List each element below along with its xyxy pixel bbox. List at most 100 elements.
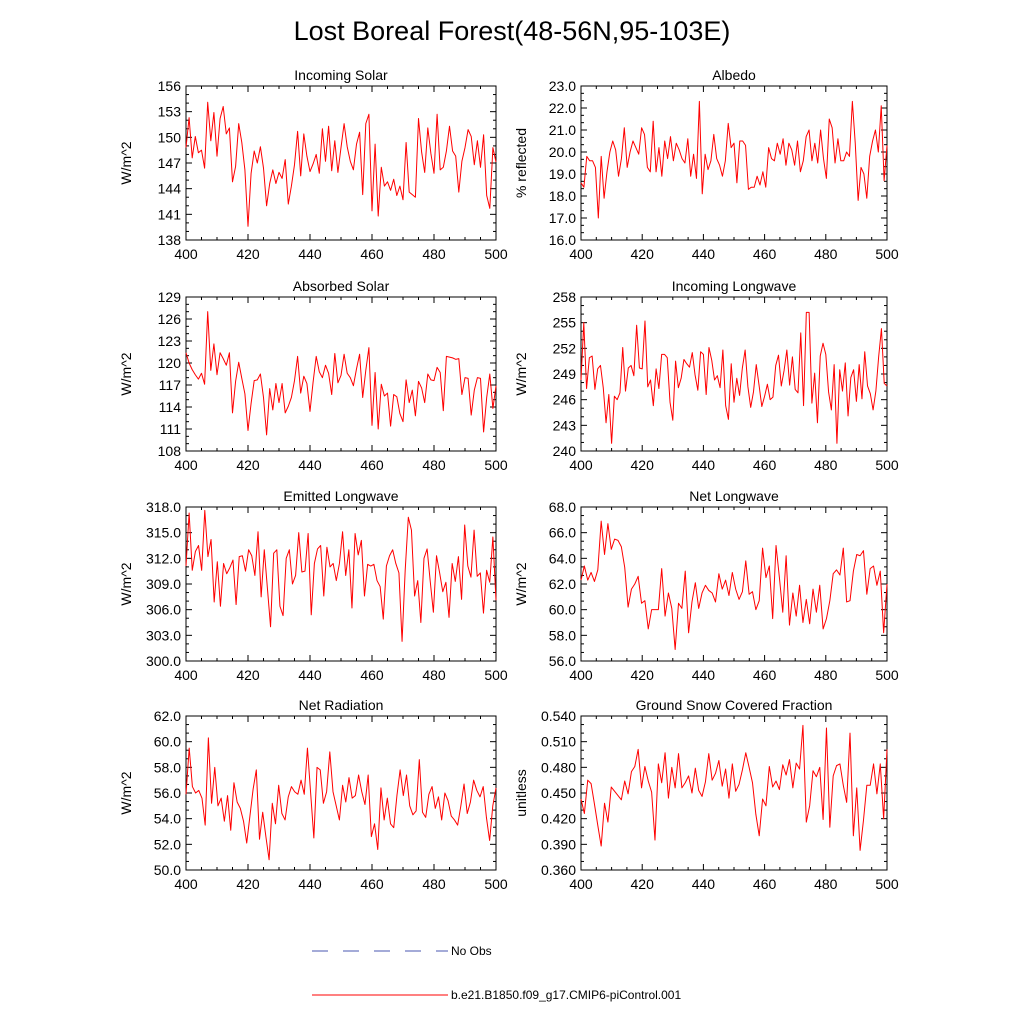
y-tick-label: 300.0: [146, 653, 181, 669]
x-tick-label: 440: [298, 457, 322, 473]
y-tick-label: 243: [553, 417, 577, 433]
x-tick-label: 480: [814, 667, 838, 683]
y-tick-label: 0.450: [541, 785, 576, 801]
y-tick-label: 246: [553, 392, 577, 408]
panel-1: Albedo % reflected 16.0 17.0 18.0 19.0 20.0 21.…: [513, 67, 899, 262]
y-tick-label: 141: [158, 206, 182, 222]
panel-4: Emitted Longwave W/m^2 300.0 303.0 306.0 309.…: [118, 488, 508, 683]
y-tick-label: 64.0: [549, 550, 576, 566]
y-axis-label: W/m^2: [118, 771, 134, 814]
x-tick-label: 400: [174, 876, 198, 892]
x-tick-label: 460: [360, 457, 384, 473]
x-tick-label: 420: [631, 246, 655, 262]
y-axis-label: % reflected: [513, 128, 529, 198]
legend-model-label: b.e21.B1850.f09_g17.CMIP6-piControl.001: [451, 988, 681, 1002]
x-tick-label: 440: [692, 876, 716, 892]
panel-title: Incoming Solar: [294, 67, 388, 83]
y-tick-label: 0.390: [541, 836, 576, 852]
y-tick-label: 114: [159, 399, 182, 415]
y-tick-label: 138: [158, 232, 182, 248]
panel-2: Absorbed Solar W/m^2 108 111 114 117 120 123 126…: [118, 278, 508, 473]
panel-3: Incoming Longwave W/m^2 240 243 246 249 252 255…: [513, 278, 899, 473]
y-tick-label: 249: [553, 366, 577, 382]
y-tick-label: 68.0: [549, 499, 576, 515]
panel-grid: Incoming Solar W/m^2 138 141 144 147 150 153 156…: [118, 67, 899, 892]
x-tick-label: 460: [360, 876, 384, 892]
y-tick-label: 309.0: [146, 576, 181, 592]
y-axis-label: W/m^2: [513, 352, 529, 395]
x-tick-label: 400: [569, 876, 593, 892]
x-tick-label: 460: [360, 246, 384, 262]
y-tick-label: 56.0: [154, 785, 181, 801]
series-line: [580, 100, 888, 219]
panel-6: Net Radiation W/m^2 50.0 52.0 54.0 56.0 58.0 60…: [118, 697, 508, 892]
y-tick-label: 0.540: [541, 708, 576, 724]
y-tick-label: 20.0: [549, 144, 576, 160]
x-tick-label: 420: [236, 876, 260, 892]
panel-title: Net Longwave: [689, 488, 779, 504]
panel-5: Net Longwave W/m^2 56.0 58.0 60.0 62.0 64.0 66.…: [513, 488, 899, 683]
x-tick-label: 480: [422, 246, 446, 262]
y-tick-label: 108: [158, 443, 182, 459]
y-tick-label: 56.0: [549, 653, 576, 669]
y-tick-label: 23.0: [549, 78, 576, 94]
y-tick-label: 17.0: [549, 210, 576, 226]
x-tick-label: 480: [814, 246, 838, 262]
x-tick-label: 480: [814, 876, 838, 892]
series-line: [185, 311, 497, 436]
y-tick-label: 0.510: [541, 734, 576, 750]
y-tick-label: 117: [159, 377, 182, 393]
x-tick-label: 500: [484, 876, 508, 892]
x-tick-label: 440: [692, 667, 716, 683]
x-tick-label: 420: [631, 876, 655, 892]
y-tick-label: 111: [160, 421, 181, 437]
panel-title: Albedo: [712, 67, 756, 83]
y-tick-label: 0.420: [541, 811, 576, 827]
x-tick-label: 460: [753, 876, 777, 892]
figure-title: Lost Boreal Forest(48-56N,95-103E): [294, 16, 731, 46]
y-tick-label: 16.0: [549, 232, 576, 248]
panel-title: Net Radiation: [299, 697, 384, 713]
y-axis-label: W/m^2: [513, 562, 529, 605]
x-tick-label: 440: [298, 246, 322, 262]
y-tick-label: 60.0: [154, 734, 181, 750]
panel-title: Emitted Longwave: [283, 488, 398, 504]
y-tick-label: 19.0: [549, 166, 576, 182]
y-tick-label: 62.0: [154, 708, 181, 724]
y-tick-label: 252: [553, 340, 577, 356]
y-tick-label: 58.0: [154, 759, 181, 775]
plot-frame: [580, 715, 888, 871]
x-tick-label: 480: [422, 667, 446, 683]
x-tick-label: 500: [875, 457, 899, 473]
y-axis-label: unitless: [513, 769, 529, 816]
y-tick-label: 315.0: [146, 525, 181, 541]
y-tick-label: 54.0: [154, 811, 181, 827]
plot-frame: [185, 715, 497, 871]
x-tick-label: 420: [236, 457, 260, 473]
panel-title: Absorbed Solar: [293, 278, 390, 294]
x-tick-label: 480: [422, 876, 446, 892]
y-tick-label: 22.0: [549, 100, 576, 116]
y-tick-label: 123: [158, 333, 182, 349]
y-tick-label: 66.0: [549, 525, 576, 541]
x-tick-label: 500: [875, 246, 899, 262]
x-tick-label: 480: [422, 457, 446, 473]
x-tick-label: 420: [236, 667, 260, 683]
x-tick-label: 460: [753, 457, 777, 473]
plot-frame: [185, 506, 497, 662]
panel-7: Ground Snow Covered Fraction unitless 0.36…: [513, 697, 899, 892]
x-tick-label: 400: [569, 457, 593, 473]
y-tick-label: 21.0: [549, 122, 576, 138]
x-tick-label: 500: [875, 876, 899, 892]
series-line: [185, 101, 497, 227]
y-tick-label: 240: [553, 443, 577, 459]
x-tick-label: 440: [298, 876, 322, 892]
y-axis-label: W/m^2: [118, 141, 134, 184]
x-tick-label: 500: [875, 667, 899, 683]
series-line: [185, 509, 497, 642]
legend: No Obs b.e21.B1850.f09_g17.CMIP6-piContr…: [312, 944, 681, 1002]
y-tick-label: 153: [158, 104, 182, 120]
y-tick-label: 144: [158, 181, 182, 197]
y-tick-label: 318.0: [146, 499, 181, 515]
